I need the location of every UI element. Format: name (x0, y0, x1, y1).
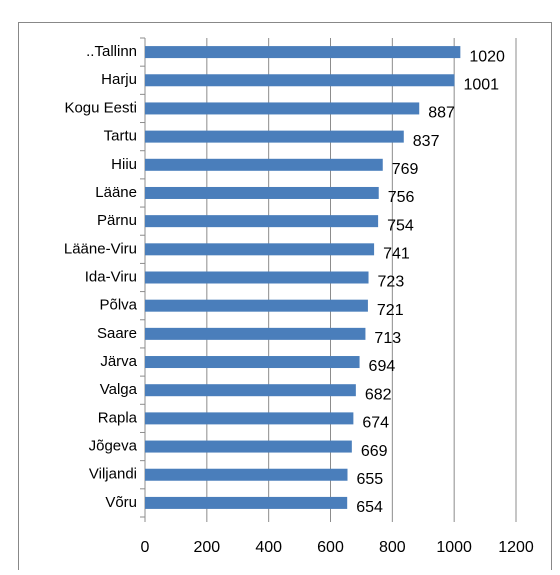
y-tick-label: Kogu Eesti (64, 99, 137, 116)
data-label: 669 (361, 443, 388, 460)
bar (145, 46, 461, 59)
data-label: 713 (374, 330, 401, 347)
x-tick-label: 0 (141, 539, 150, 556)
data-label: 769 (392, 161, 419, 178)
data-label: 682 (365, 386, 392, 403)
y-tick-label: ..Tallinn (86, 43, 137, 60)
data-label: 1001 (463, 76, 499, 93)
data-label: 1020 (469, 48, 505, 65)
data-label: 754 (387, 217, 414, 234)
bar (145, 186, 379, 199)
bar (145, 327, 366, 340)
chart-border (18, 22, 552, 575)
y-tick-label: Lääne (95, 184, 137, 201)
x-tick-label: 1000 (436, 539, 472, 556)
bar (145, 102, 420, 115)
x-tick-label: 800 (379, 539, 406, 556)
y-tick-label: Hiiu (111, 156, 137, 173)
bar (145, 299, 368, 312)
data-label: 721 (377, 302, 404, 319)
bar (145, 215, 379, 228)
data-label: 654 (356, 499, 383, 516)
data-label: 887 (428, 105, 455, 122)
data-label: 655 (357, 471, 384, 488)
bar (145, 440, 352, 453)
x-tick-label: 1200 (498, 539, 534, 556)
bar (145, 158, 383, 171)
x-tick-label: 600 (317, 539, 344, 556)
y-tick-label: Lääne-Viru (64, 240, 137, 257)
bar (145, 243, 375, 256)
bar (145, 412, 354, 425)
y-tick-label: Saare (97, 325, 137, 342)
y-tick-label: Viljandi (89, 466, 137, 483)
x-tick-label: 400 (255, 539, 282, 556)
data-label: 723 (378, 274, 405, 291)
bar (145, 384, 356, 397)
bar (145, 130, 404, 143)
bar (145, 496, 348, 509)
y-tick-label: Põlva (99, 297, 137, 314)
data-label: 741 (383, 246, 410, 263)
bar (145, 74, 455, 87)
y-tick-label: Järva (100, 353, 137, 370)
y-tick-label: Harju (101, 71, 137, 88)
y-tick-label: Ida-Viru (85, 268, 137, 285)
y-tick-label: Valga (100, 381, 138, 398)
bar (145, 468, 348, 481)
y-tick-label: Võru (105, 494, 137, 511)
y-tick-label: Rapla (98, 409, 138, 426)
y-tick-label: Tartu (104, 128, 137, 145)
bar (145, 271, 369, 284)
bar (145, 356, 360, 369)
y-tick-label: Jõgeva (89, 438, 138, 455)
y-tick-label: Pärnu (97, 212, 137, 229)
data-label: 674 (362, 415, 389, 432)
data-label: 694 (369, 358, 396, 375)
x-tick-label: 200 (193, 539, 220, 556)
data-label: 837 (413, 133, 440, 150)
data-label: 756 (388, 189, 415, 206)
